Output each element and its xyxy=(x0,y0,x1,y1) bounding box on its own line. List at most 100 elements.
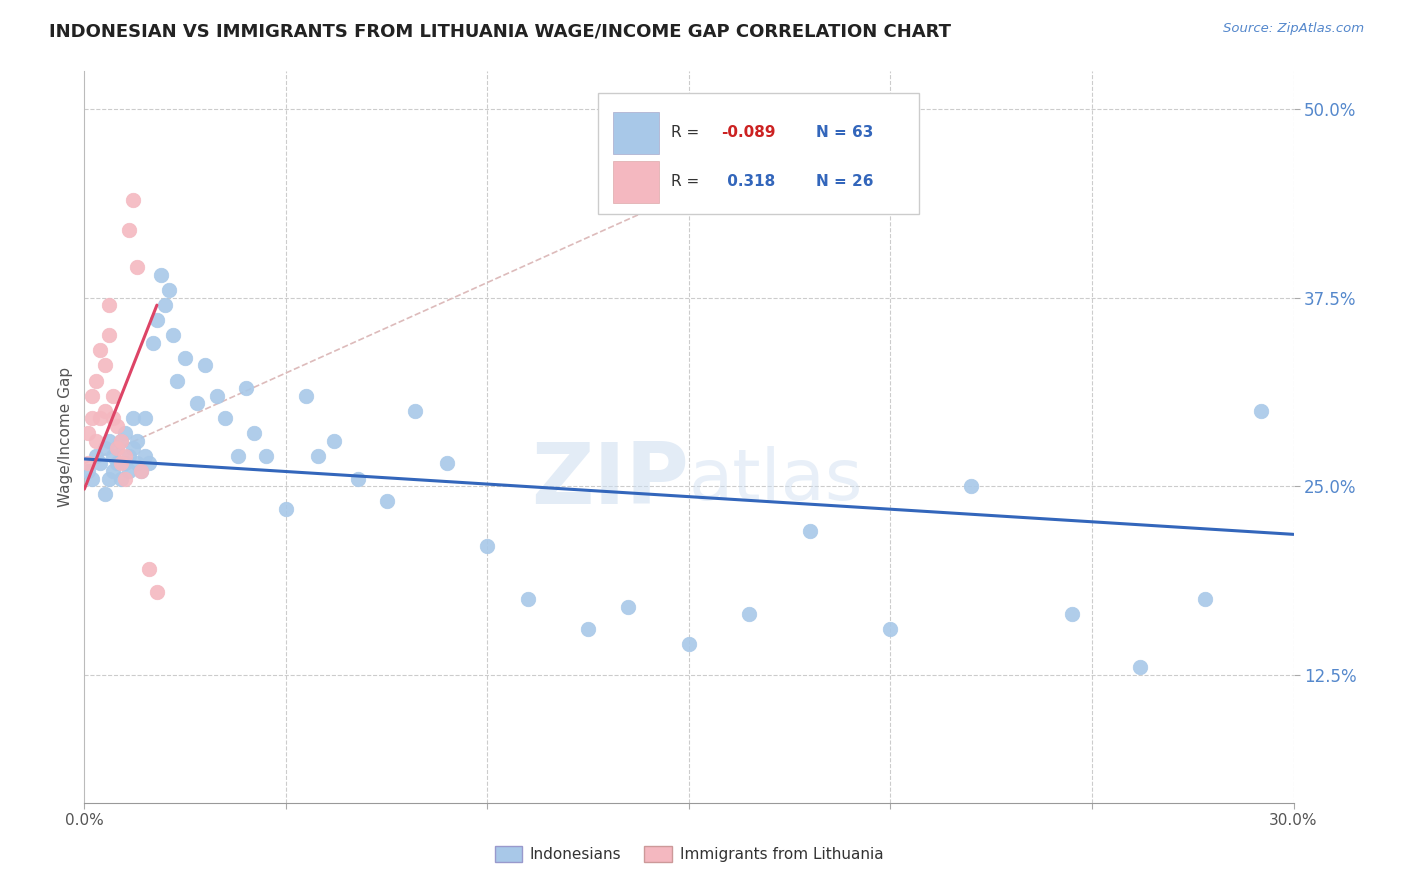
Point xyxy=(174,351,197,365)
Point xyxy=(738,607,761,622)
Point xyxy=(166,374,188,388)
Point xyxy=(134,411,156,425)
Point xyxy=(97,471,120,485)
Point xyxy=(142,335,165,350)
Text: R =: R = xyxy=(671,125,704,140)
Point xyxy=(194,359,217,373)
Point xyxy=(323,434,346,448)
Point xyxy=(105,442,128,456)
Point xyxy=(129,464,152,478)
Text: -0.089: -0.089 xyxy=(721,125,776,140)
Point xyxy=(114,426,136,441)
Point xyxy=(82,389,104,403)
Point xyxy=(93,442,115,456)
Point xyxy=(138,457,160,471)
Point xyxy=(295,389,318,403)
Point xyxy=(121,411,143,425)
Point xyxy=(82,471,104,485)
Point xyxy=(89,411,111,425)
Point xyxy=(960,479,983,493)
Point xyxy=(105,457,128,471)
Text: INDONESIAN VS IMMIGRANTS FROM LITHUANIA WAGE/INCOME GAP CORRELATION CHART: INDONESIAN VS IMMIGRANTS FROM LITHUANIA … xyxy=(49,22,952,40)
Point xyxy=(121,193,143,207)
Y-axis label: Wage/Income Gap: Wage/Income Gap xyxy=(58,367,73,508)
Point xyxy=(347,471,370,485)
Point xyxy=(114,449,136,463)
Legend: Indonesians, Immigrants from Lithuania: Indonesians, Immigrants from Lithuania xyxy=(489,840,889,868)
Point xyxy=(125,457,148,471)
Point xyxy=(235,381,257,395)
Point xyxy=(118,464,141,478)
Point xyxy=(110,471,132,485)
FancyBboxPatch shape xyxy=(599,94,918,214)
Point xyxy=(93,403,115,417)
Point xyxy=(157,283,180,297)
Point xyxy=(226,449,249,463)
FancyBboxPatch shape xyxy=(613,161,659,203)
Point xyxy=(516,592,538,607)
Point xyxy=(110,434,132,448)
Point xyxy=(207,389,229,403)
Point xyxy=(1060,607,1083,622)
Point xyxy=(274,501,297,516)
Point xyxy=(307,449,329,463)
Point xyxy=(678,637,700,651)
Point xyxy=(93,359,115,373)
Point xyxy=(86,434,108,448)
Point xyxy=(436,457,458,471)
Point xyxy=(101,389,124,403)
Point xyxy=(617,599,640,614)
Point xyxy=(404,403,426,417)
Text: 0.318: 0.318 xyxy=(721,174,775,189)
Point xyxy=(149,268,172,282)
Point xyxy=(101,449,124,463)
Text: atlas: atlas xyxy=(689,447,863,516)
Point xyxy=(118,449,141,463)
Point xyxy=(77,426,100,441)
Point xyxy=(134,449,156,463)
FancyBboxPatch shape xyxy=(613,112,659,154)
Point xyxy=(477,540,499,554)
Point xyxy=(242,426,264,441)
Point xyxy=(118,223,141,237)
Point xyxy=(86,374,108,388)
Point xyxy=(93,486,115,500)
Point xyxy=(105,418,128,433)
Point xyxy=(97,434,120,448)
Point xyxy=(125,260,148,275)
Text: N = 26: N = 26 xyxy=(815,174,873,189)
Point xyxy=(799,524,821,539)
Point xyxy=(82,411,104,425)
Point xyxy=(138,562,160,576)
Point xyxy=(89,343,111,358)
Point xyxy=(375,494,398,508)
Point xyxy=(254,449,277,463)
Point xyxy=(101,411,124,425)
Point xyxy=(86,449,108,463)
Point xyxy=(186,396,208,410)
Point xyxy=(214,411,236,425)
Point xyxy=(1129,660,1152,674)
Point xyxy=(110,457,132,471)
Point xyxy=(146,313,169,327)
Point xyxy=(576,623,599,637)
Point xyxy=(879,623,901,637)
Text: Source: ZipAtlas.com: Source: ZipAtlas.com xyxy=(1223,22,1364,36)
Point xyxy=(1250,403,1272,417)
Point xyxy=(114,471,136,485)
Point xyxy=(89,457,111,471)
Point xyxy=(114,457,136,471)
Point xyxy=(101,464,124,478)
Point xyxy=(129,464,152,478)
Point xyxy=(153,298,176,312)
Point xyxy=(125,434,148,448)
Point xyxy=(110,434,132,448)
Point xyxy=(162,328,184,343)
Point xyxy=(121,442,143,456)
Point xyxy=(77,457,100,471)
Point xyxy=(97,328,120,343)
Point xyxy=(105,442,128,456)
Point xyxy=(77,464,100,478)
Point xyxy=(1194,592,1216,607)
Point xyxy=(97,298,120,312)
